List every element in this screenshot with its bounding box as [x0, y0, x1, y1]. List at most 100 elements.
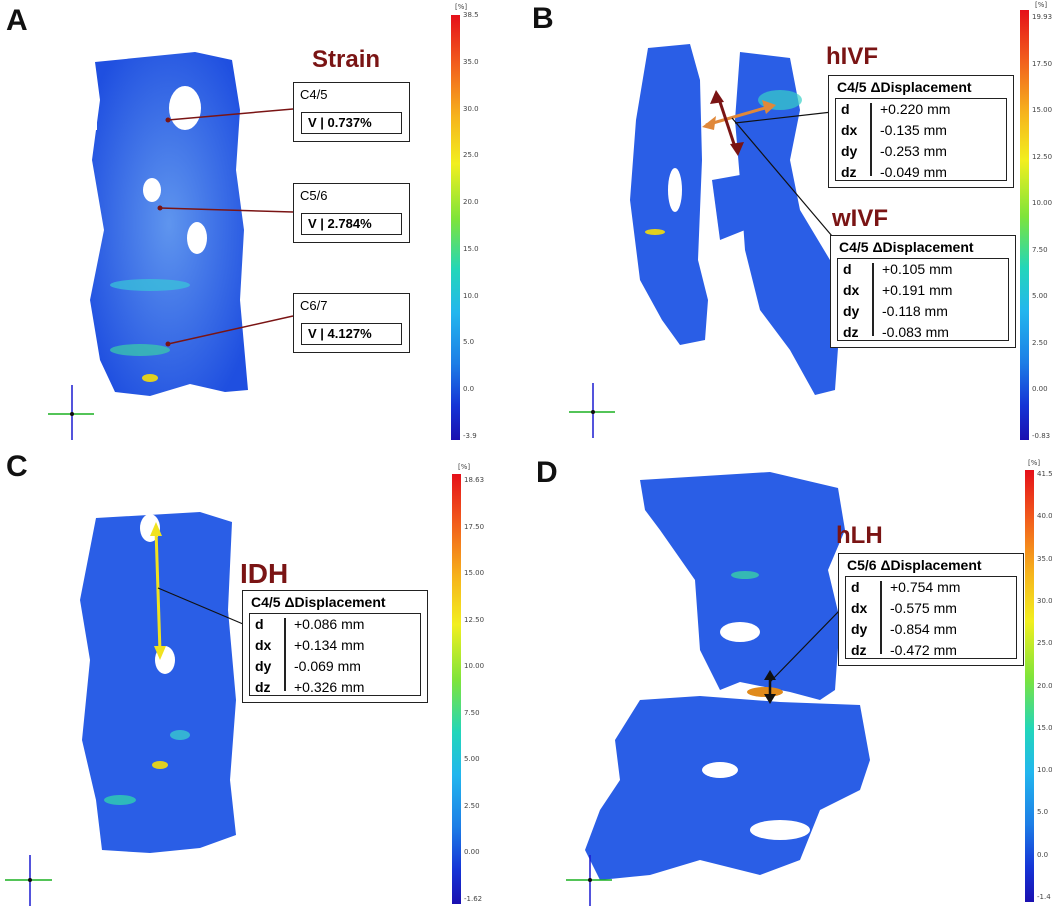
- row-key: dz: [841, 164, 857, 180]
- colorbar-unit: [%]: [1028, 459, 1041, 467]
- row-dx: dx -0.575 mm: [846, 598, 1016, 618]
- colorbar-tick-label: 10.00: [464, 662, 485, 671]
- wivf-title: wIVF: [832, 205, 889, 232]
- row-dx: dx +0.191 mm: [838, 280, 1008, 300]
- box-values: d +0.754 mm dx -0.575 mm dy -0.854 mm dz -0.…: [845, 576, 1017, 659]
- row-d: d +0.105 mm: [838, 259, 1008, 279]
- separator: [870, 103, 872, 176]
- strain-map-b: [569, 44, 840, 438]
- row-dz: dz -0.472 mm: [846, 640, 1016, 660]
- colorbar-tick-label: 7.50: [1032, 245, 1048, 254]
- colorbar-tick-label: 41.5: [1037, 470, 1052, 478]
- strain-value: V | 0.737%: [301, 112, 402, 134]
- row-value: -0.083 mm: [882, 324, 949, 340]
- panel-a: A Strain C4/5 V | 0.737% C5/6 V | 2.78: [0, 0, 520, 450]
- row-key: d: [841, 101, 850, 117]
- colorbar-tick-label: 30.0: [1037, 596, 1052, 605]
- row-value: -0.854 mm: [890, 621, 957, 637]
- colorbar-tick-label: 5.00: [464, 755, 480, 764]
- row-value: +0.086 mm: [294, 616, 365, 632]
- row-key: dz: [851, 642, 867, 658]
- colorbar-tick-label: 20.0: [463, 198, 479, 207]
- row-value: -0.472 mm: [890, 642, 957, 658]
- hivf-title: hIVF: [826, 43, 878, 70]
- colorbar-tick-label: 17.50: [464, 522, 485, 531]
- row-value: -0.253 mm: [880, 143, 947, 159]
- colorbar-tick-label: 18.63: [464, 476, 485, 484]
- row-dy: dy -0.118 mm: [838, 301, 1008, 321]
- level-label: C4/5: [300, 87, 328, 102]
- colorbar-tick-label: 12.50: [464, 615, 485, 624]
- displacement-box-hivf: C4/5 ΔDisplacement d +0.220 mm dx -0.135 m…: [828, 75, 1014, 188]
- box-values: d +0.220 mm dx -0.135 mm dy -0.253 mm dz -0.…: [835, 98, 1007, 181]
- row-dy: dy -0.253 mm: [836, 141, 1006, 161]
- colorbar-unit: [%]: [1035, 1, 1048, 9]
- row-key: d: [851, 579, 860, 595]
- strain-title: Strain: [312, 46, 381, 73]
- colorbar-tick-label: -3.9: [463, 432, 477, 440]
- colorbar-tick-label: 15.00: [464, 569, 485, 578]
- strain-value: V | 2.784%: [301, 213, 402, 235]
- panel-label: D: [536, 456, 558, 489]
- row-key: dy: [255, 658, 272, 674]
- row-value: -0.069 mm: [294, 658, 361, 674]
- row-dz: dz -0.083 mm: [838, 322, 1008, 342]
- colorbar-tick-label: 12.50: [1032, 152, 1052, 161]
- row-value: +0.191 mm: [882, 282, 953, 298]
- row-key: dy: [851, 621, 868, 637]
- colorbar: [1020, 10, 1029, 440]
- colorbar-tick-label: 38.5: [463, 11, 479, 19]
- row-value: +0.754 mm: [890, 579, 961, 595]
- colorbar-tick-label: 30.0: [463, 104, 479, 113]
- panel-label: C: [6, 450, 28, 483]
- row-key: dx: [255, 637, 272, 653]
- row-dy: dy -0.854 mm: [846, 619, 1016, 639]
- displacement-box-hlh: C5/6 ΔDisplacement d +0.754 mm dx -0.575 m…: [838, 553, 1024, 666]
- box-header: C4/5 ΔDisplacement: [251, 594, 386, 610]
- colorbar-tick-label: 7.50: [464, 708, 480, 717]
- row-key: d: [843, 261, 852, 277]
- colorbar-tick-label: 5.00: [1032, 292, 1048, 301]
- strain-value: V | 4.127%: [301, 323, 402, 345]
- colorbar-tick-label: 19.93: [1032, 13, 1052, 21]
- colorbar-tick-label: 35.0: [1037, 554, 1052, 563]
- colorbar: [452, 474, 461, 904]
- colorbar-tick-label: 10.0: [1037, 766, 1052, 775]
- colorbar: [451, 15, 460, 440]
- row-key: dy: [841, 143, 858, 159]
- colorbar-tick-label: 15.00: [1032, 106, 1052, 115]
- panel-c: C IDH C4/5 ΔDisplacement d +0.086 mm dx +0…: [0, 0, 520, 909]
- row-d: d +0.754 mm: [846, 577, 1016, 597]
- colorbar-tick-label: 0.0: [463, 385, 475, 394]
- idh-title: IDH: [240, 558, 289, 589]
- colorbar-tick-label: 2.50: [464, 801, 480, 810]
- colorbar-tick-label: 25.0: [1037, 639, 1052, 648]
- row-dx: dx -0.135 mm: [836, 120, 1006, 140]
- row-value: -0.118 mm: [882, 303, 948, 319]
- row-key: dx: [841, 122, 858, 138]
- row-key: dz: [255, 679, 271, 695]
- colorbar-tick-label: 2.50: [1032, 338, 1048, 347]
- colorbar-tick-label: 35.0: [463, 57, 479, 66]
- separator: [872, 263, 874, 336]
- row-key: dz: [843, 324, 859, 340]
- row-value: +0.220 mm: [880, 101, 951, 117]
- colorbar-tick-label: 5.0: [1037, 808, 1049, 817]
- row-dz: dz +0.326 mm: [250, 677, 420, 697]
- colorbar-tick-label: 0.00: [464, 848, 480, 857]
- colorbar-tick-label: 15.0: [463, 244, 479, 253]
- displacement-box-idh: C4/5 ΔDisplacement d +0.086 mm dx +0.134 m…: [242, 590, 428, 703]
- strain-box-c56: C5/6 V | 2.784%: [293, 183, 410, 243]
- row-value: +0.326 mm: [294, 679, 365, 695]
- strain-map-a: [48, 52, 294, 440]
- colorbar-tick-label: 0.0: [1037, 850, 1049, 859]
- row-dy: dy -0.069 mm: [250, 656, 420, 676]
- box-header: C5/6 ΔDisplacement: [847, 557, 982, 573]
- separator: [284, 618, 286, 691]
- colorbar-tick-label: 15.0: [1037, 723, 1052, 732]
- row-key: dy: [843, 303, 860, 319]
- level-label: C6/7: [300, 298, 328, 313]
- colorbar-tick-label: -0.83: [1032, 432, 1051, 440]
- colorbar: [1025, 470, 1034, 902]
